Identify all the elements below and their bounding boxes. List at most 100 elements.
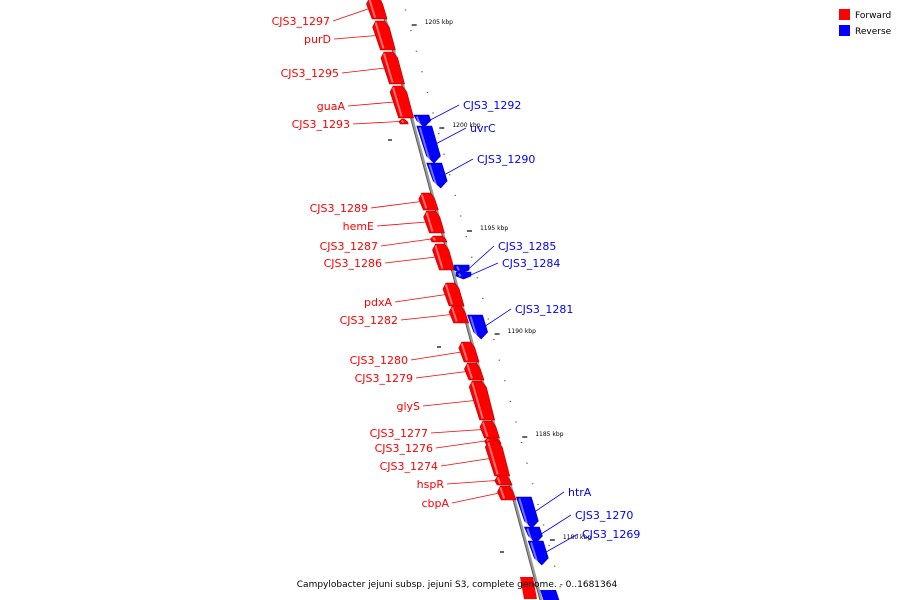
- tick-label-1195-kbp: 1195 kbp: [480, 225, 508, 232]
- gene-glys-arrow[interactable]: [468, 380, 496, 421]
- gene-cjs3-1281-label[interactable]: CJS3_1281: [515, 303, 573, 316]
- gene-cjs3-1281[interactable]: [467, 314, 489, 340]
- gene-cjs3-1287-label[interactable]: CJS3_1287: [320, 240, 378, 253]
- gene-cjs3-1279-label[interactable]: CJS3_1279: [355, 372, 413, 385]
- gene-cjs3-1285-arrow[interactable]: [453, 264, 470, 274]
- gene-cjs3-1289-leader: [370, 201, 422, 209]
- gene-cjs3-1269-arrow[interactable]: [527, 540, 549, 566]
- gene-cjs3-1292-shine: [415, 116, 421, 125]
- tick-label-1190-kbp: 1190 kbp: [508, 328, 536, 335]
- gene-cbpa[interactable]: [497, 485, 517, 501]
- gene-cjs3-1286-shine: [434, 245, 444, 269]
- gene-cjs3-1281-shine: [469, 316, 478, 337]
- gene-cjs3-1277-label[interactable]: CJS3_1277: [370, 427, 428, 440]
- gene-cjs3-1280-label[interactable]: CJS3_1280: [350, 354, 408, 367]
- gene-cjs3-1280-leader: [410, 351, 462, 361]
- gene-glys-label[interactable]: glyS: [396, 400, 420, 413]
- gene-heme-label[interactable]: hemE: [343, 220, 374, 233]
- gene-cjs3-1277[interactable]: [479, 420, 500, 439]
- gene-purd-label[interactable]: purD: [304, 33, 331, 46]
- gene-cjs3-1284-label[interactable]: CJS3_1284: [502, 257, 560, 270]
- gene-uvrc-arrow[interactable]: [416, 125, 441, 164]
- gene-cjs3-1284-arrow[interactable]: [455, 271, 472, 280]
- gene-glys-leader: [422, 400, 475, 407]
- gene-cjs3-1274-arrow[interactable]: [484, 440, 511, 477]
- gene-guaa[interactable]: [389, 85, 415, 119]
- gene-cjs3-1292[interactable]: [413, 114, 432, 128]
- gene-cjs3-1270-label[interactable]: CJS3_1270: [575, 509, 633, 522]
- gene-cjs3-1292-arrow[interactable]: [413, 114, 432, 128]
- gene-cjs3-1284-shine: [458, 273, 462, 277]
- gene-cjs3-1279-arrow[interactable]: [464, 362, 485, 381]
- gene-cjs3-1297-arrow[interactable]: [366, 0, 388, 20]
- gene-heme-arrow[interactable]: [423, 210, 445, 234]
- gene-cjs3-1270-shine: [526, 528, 533, 541]
- gene-htra-arrow[interactable]: [515, 496, 539, 529]
- gene-cjs3-1274[interactable]: [484, 440, 511, 477]
- gene-pdxa-label[interactable]: pdxA: [364, 296, 392, 309]
- gene-cjs3-1297-label[interactable]: CJS3_1297: [272, 15, 330, 28]
- gene-purd[interactable]: [372, 20, 396, 51]
- gene-cjs3-1279-leader: [415, 371, 467, 379]
- partial-gene-feature: [540, 590, 560, 600]
- gene-guaa-arrow[interactable]: [389, 85, 415, 119]
- gene-cjs3-1276-label[interactable]: CJS3_1276: [375, 442, 433, 455]
- gene-cjs3-1295-arrow[interactable]: [380, 51, 405, 85]
- gene-cjs3-1274-leader: [440, 458, 491, 467]
- gene-uvrc-shine: [418, 127, 431, 161]
- gene-guaa-label[interactable]: guaA: [317, 100, 346, 113]
- gene-cjs3-1297[interactable]: [366, 0, 388, 20]
- gene-cjs3-1297-shine: [368, 0, 377, 18]
- gene-cjs3-1290[interactable]: [426, 162, 448, 189]
- gene-cjs3-1280[interactable]: [458, 341, 480, 363]
- genome-caption: Campylobacter jejuni subsp. jejuni S3, c…: [297, 580, 618, 590]
- gene-hspr-label[interactable]: hspR: [417, 478, 445, 491]
- gene-cjs3-1274-label[interactable]: CJS3_1274: [380, 460, 438, 473]
- gene-cjs3-1269[interactable]: [527, 540, 549, 566]
- gene-uvrc[interactable]: [416, 125, 441, 164]
- legend-swatch-forward: [839, 9, 850, 20]
- gene-pdxa[interactable]: [442, 282, 465, 307]
- gene-heme-leader: [376, 221, 427, 227]
- gene-hspr[interactable]: [494, 475, 513, 486]
- gene-purd-leader: [333, 35, 377, 40]
- gene-cjs3-1282-label[interactable]: CJS3_1282: [340, 314, 398, 327]
- gene-cjs3-1292-label[interactable]: CJS3_1292: [463, 99, 521, 112]
- gene-labels: CJS3_1297 purD CJS3_1295 guaA CJS3_1293 CJS3_…: [272, 8, 640, 553]
- gene-cjs3-1290-arrow[interactable]: [426, 162, 448, 189]
- gene-cjs3-1269-label[interactable]: CJS3_1269: [582, 528, 640, 541]
- gene-cjs3-1286-label[interactable]: CJS3_1286: [324, 257, 382, 270]
- gene-cjs3-1295[interactable]: [380, 51, 405, 85]
- gene-cjs3-1293-label[interactable]: CJS3_1293: [292, 118, 350, 131]
- gene-cjs3-1281-arrow[interactable]: [467, 314, 489, 340]
- gene-cjs3-1290-label[interactable]: CJS3_1290: [477, 153, 535, 166]
- gene-cbpa-label[interactable]: cbpA: [421, 497, 449, 510]
- gene-cjs3-1289-arrow[interactable]: [418, 192, 439, 211]
- gene-cjs3-1285-label[interactable]: CJS3_1285: [498, 240, 556, 253]
- gene-pdxa-arrow[interactable]: [442, 282, 465, 307]
- gene-cjs3-1280-arrow[interactable]: [458, 341, 480, 363]
- gene-glys[interactable]: [468, 380, 496, 421]
- gene-purd-arrow[interactable]: [372, 20, 396, 51]
- gene-cjs3-1282-arrow[interactable]: [448, 305, 470, 324]
- gene-glys-shine: [471, 382, 484, 419]
- gene-cbpa-arrow[interactable]: [497, 485, 517, 501]
- minor-ticks: [388, 9, 561, 588]
- gene-heme[interactable]: [423, 210, 445, 234]
- gene-cjs3-1282[interactable]: [448, 305, 470, 324]
- gene-cjs3-1286-leader: [384, 256, 436, 264]
- gene-cjs3-1295-label[interactable]: CJS3_1295: [281, 67, 339, 80]
- gene-cjs3-1270[interactable]: [523, 526, 543, 544]
- gene-cjs3-1289[interactable]: [418, 192, 439, 211]
- gene-cjs3-1284[interactable]: [455, 271, 472, 280]
- gene-cjs3-1293[interactable]: [398, 118, 409, 125]
- gene-cbpa-shine: [499, 487, 506, 499]
- gene-htra-label[interactable]: htrA: [568, 486, 592, 499]
- gene-cjs3-1285[interactable]: [453, 264, 470, 274]
- gene-cjs3-1270-arrow[interactable]: [523, 526, 543, 544]
- gene-uvrc-label[interactable]: uvrC: [470, 122, 496, 135]
- gene-htra[interactable]: [515, 496, 539, 529]
- gene-cjs3-1289-label[interactable]: CJS3_1289: [310, 202, 368, 215]
- gene-cjs3-1277-arrow[interactable]: [479, 420, 500, 439]
- gene-cjs3-1279[interactable]: [464, 362, 485, 381]
